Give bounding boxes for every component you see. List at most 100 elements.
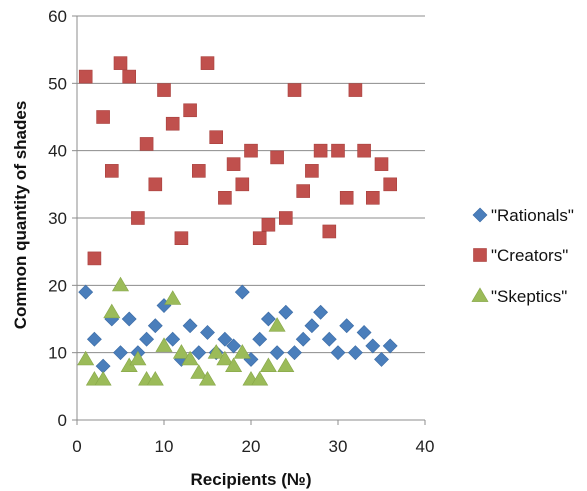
creators-point: [113, 56, 128, 70]
rationals-point: [321, 331, 337, 347]
skeptics-point: [207, 344, 225, 359]
x-tick-label: 20: [242, 437, 261, 456]
creators-point: [278, 211, 293, 225]
creators-point: [322, 224, 337, 239]
rationals-point: [330, 345, 346, 361]
skeptics-point: [164, 290, 182, 305]
creators-point: [192, 164, 206, 178]
creators-point: [105, 164, 119, 178]
creators-point: [331, 143, 345, 158]
y-tick-label: 30: [48, 209, 67, 228]
creators-point: [374, 157, 389, 171]
creators-point: [226, 157, 241, 171]
y-tick-label: 20: [48, 276, 67, 295]
rationals-point: [374, 351, 389, 367]
skeptics-point: [198, 371, 217, 386]
creators-point: [365, 191, 380, 205]
rationals-point: [226, 338, 242, 354]
creators-point: [296, 184, 311, 198]
skeptics-point: [129, 350, 147, 366]
rationals-point: [165, 331, 181, 347]
legend: "Rationals" "Creators" "Skeptics": [471, 206, 574, 306]
rationals-point: [304, 318, 320, 334]
creators-point: [235, 177, 250, 192]
rationals-point: [313, 304, 329, 320]
x-tick-label: 30: [329, 437, 348, 456]
y-tick-label: 40: [48, 142, 67, 161]
creators-point: [261, 217, 276, 232]
rationals-point: [278, 304, 294, 320]
gridlines: [77, 15, 425, 354]
creators-point: [218, 191, 232, 205]
creators-point: [348, 83, 363, 97]
skeptics-point: [181, 350, 199, 366]
creators-point: [131, 211, 145, 225]
creators-point: [209, 130, 223, 144]
creators-point: [339, 191, 354, 205]
skeptics-point: [94, 371, 112, 386]
creators-point: [174, 231, 189, 245]
axes: 0 10 20 30 40 50 60 0 10 20 30 40: [48, 7, 434, 456]
rationals-point: [252, 331, 268, 347]
rationals-point: [347, 345, 363, 361]
y-tick-label: 50: [48, 74, 67, 93]
data-points: [77, 56, 398, 386]
skeptics-point: [190, 364, 208, 379]
skeptics-point: [233, 344, 251, 359]
creators-point: [122, 69, 136, 84]
legend-marker-rationals: [472, 207, 488, 223]
skeptics-point: [277, 357, 295, 373]
rationals-point: [191, 345, 207, 361]
y-tick-label: 60: [48, 7, 67, 26]
creators-point: [305, 164, 319, 178]
rationals-point: [287, 345, 302, 361]
skeptics-point: [77, 350, 95, 366]
rationals-point: [234, 284, 250, 300]
rationals-point: [269, 345, 285, 361]
creators-point: [87, 251, 102, 266]
rationals-point: [182, 318, 198, 334]
skeptics-point: [259, 357, 277, 373]
rationals-point: [78, 284, 94, 300]
creators-point: [78, 69, 93, 84]
rationals-point: [295, 331, 311, 347]
creators-point: [244, 143, 258, 158]
skeptics-point: [251, 371, 269, 386]
legend-label-creators: "Creators": [491, 246, 568, 265]
legend-marker-skeptics: [471, 287, 489, 302]
rationals-point: [200, 325, 215, 340]
skeptics-point: [172, 344, 190, 359]
creators-point: [287, 83, 302, 97]
rationals-point: [382, 338, 398, 354]
legend-label-rationals: "Rationals": [491, 206, 574, 225]
creators-point: [165, 116, 180, 131]
y-tick-label: 10: [48, 344, 67, 363]
rationals-point: [147, 318, 163, 334]
creators-point: [183, 103, 197, 118]
rationals-point: [139, 331, 155, 347]
x-tick-label: 10: [155, 437, 174, 456]
rationals-point: [356, 325, 372, 340]
rationals-point: [365, 338, 381, 354]
skeptics-point: [155, 337, 173, 352]
creators-point: [270, 150, 284, 165]
x-tick-label: 40: [416, 437, 435, 456]
creators-point: [148, 177, 163, 192]
skeptics-point: [216, 350, 234, 366]
x-tick-label: 0: [72, 437, 81, 456]
rationals-point: [86, 331, 102, 347]
rationals-point: [121, 311, 137, 327]
skeptics-point: [268, 317, 286, 332]
y-axis-title: Common quantity of shades: [11, 101, 30, 330]
creators-point: [96, 110, 110, 124]
skeptics-point: [146, 371, 164, 386]
creators-point: [357, 143, 371, 158]
creators-point: [252, 231, 267, 245]
creators-point: [139, 137, 154, 151]
skeptics-point: [111, 276, 130, 292]
creators-point: [200, 56, 215, 70]
rationals-point: [260, 311, 276, 327]
rationals-point: [339, 318, 355, 334]
